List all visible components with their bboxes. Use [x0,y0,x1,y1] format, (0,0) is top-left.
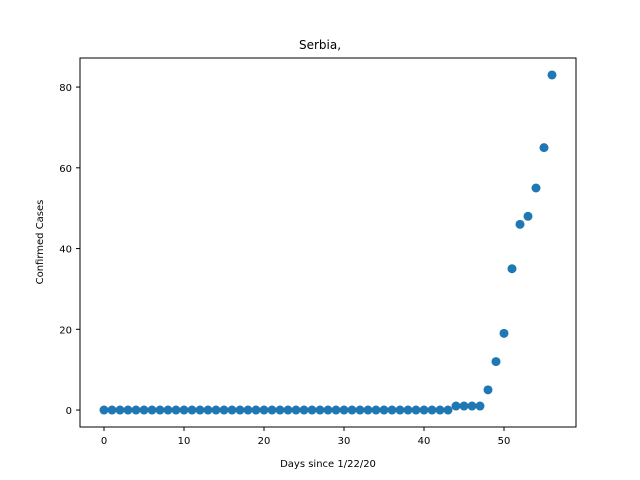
data-point [299,405,309,415]
data-point [507,264,517,274]
plot-area-frame [79,57,577,428]
data-point [243,405,253,415]
data-point [219,405,229,415]
data-points [99,70,557,415]
data-point [443,405,453,415]
data-point [339,405,349,415]
data-point [99,405,109,415]
y-axis-ticks: 0 20 40 60 80 [59,83,80,417]
y-tick-label: 60 [59,164,72,175]
data-point [475,401,485,411]
data-point [179,405,189,415]
x-tick-label: 40 [418,436,431,447]
data-point [107,405,117,415]
data-point [403,405,413,415]
data-point [363,405,373,415]
data-point [171,405,181,415]
data-point [139,405,149,415]
data-point [203,405,213,415]
y-tick-label: 20 [59,325,72,336]
data-point [387,405,397,415]
data-point [251,405,261,415]
data-point [491,357,501,367]
data-point [315,405,325,415]
data-point [427,405,437,415]
data-point [155,405,165,415]
data-point [347,405,357,415]
data-point [331,405,341,415]
data-point [291,405,301,415]
x-tick-label: 20 [258,436,271,447]
data-point [523,211,533,221]
x-tick-label: 10 [178,436,191,447]
y-axis-label: Confirmed Cases [35,200,46,285]
x-tick-label: 50 [498,436,511,447]
data-point [515,219,525,229]
data-point [307,405,317,415]
data-point [459,401,469,411]
data-point [435,405,445,415]
x-axis-label: Days since 1/22/20 [280,459,376,470]
data-point [187,405,197,415]
y-tick-label: 80 [59,83,72,94]
x-axis-ticks: 0 10 20 30 40 50 [101,427,511,447]
data-point [483,385,493,395]
data-point [131,405,141,415]
data-point [323,405,333,415]
y-tick-label: 40 [59,245,72,256]
data-point [283,405,293,415]
data-point [195,405,205,415]
data-point [259,405,269,415]
data-point [355,405,365,415]
data-point [395,405,405,415]
data-point [467,401,477,411]
data-point [539,143,549,153]
data-point [275,405,285,415]
data-point [115,405,125,415]
chart-title: Serbia, [299,38,341,52]
data-point [419,405,429,415]
data-point [499,328,509,338]
data-point [123,405,133,415]
data-point [451,401,461,411]
x-tick-label: 30 [338,436,351,447]
data-point [235,405,245,415]
data-point [163,405,173,415]
data-point [227,405,237,415]
data-point [411,405,421,415]
data-point [211,405,221,415]
data-point [147,405,157,415]
data-point [547,70,557,80]
data-point [371,405,381,415]
y-tick-label: 0 [66,406,72,417]
data-point [267,405,277,415]
x-tick-label: 0 [101,436,107,447]
data-point [531,183,541,193]
data-point [379,405,389,415]
